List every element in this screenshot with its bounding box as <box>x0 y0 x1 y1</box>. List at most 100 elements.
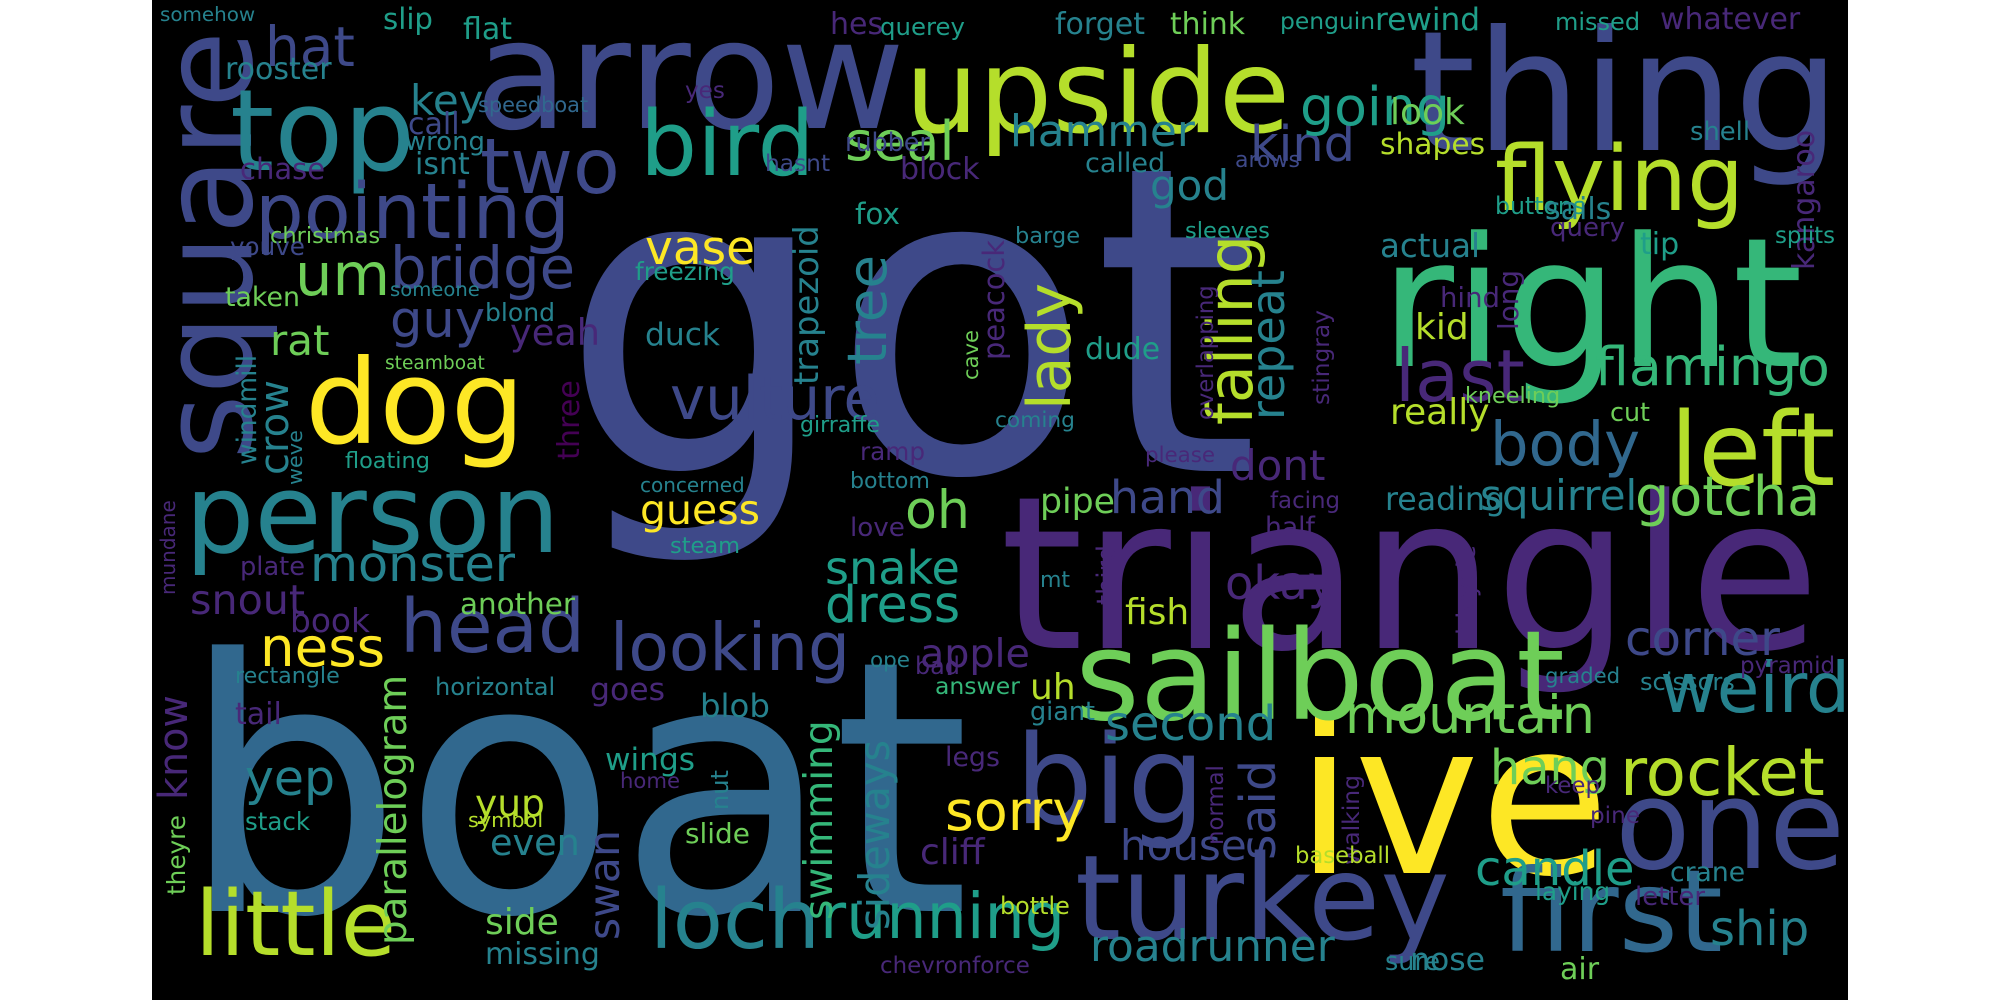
word-freezing: freezing <box>635 257 735 286</box>
word-keep: keep <box>1545 773 1600 799</box>
word-pine: pine <box>1590 803 1640 829</box>
word-query: query <box>1550 213 1626 243</box>
word-snout: snout <box>190 576 306 624</box>
word-even: even <box>490 821 580 864</box>
word-flying: flying <box>1495 127 1745 232</box>
word-half: half <box>1265 512 1315 543</box>
word-bad: bad <box>915 652 960 680</box>
word-um: um <box>295 240 391 309</box>
word-apple: apple <box>920 631 1030 677</box>
word-one: one <box>1615 754 1845 898</box>
word-roadrunner: roadrunner <box>1090 921 1335 972</box>
word-okay: okay <box>1225 556 1336 610</box>
word-called: called <box>1085 148 1166 179</box>
word-two: two <box>480 123 620 212</box>
word-person: person <box>185 450 560 578</box>
word-facing: facing <box>1270 488 1341 514</box>
word-cloud-canvas: got boat triangle thing arrow right ive upside s… <box>152 0 1848 1000</box>
word-normal: normal <box>1203 765 1229 845</box>
word-whatever: whatever <box>1660 2 1801 37</box>
word-running: running <box>820 879 1066 953</box>
word-home: home <box>620 768 681 793</box>
word-steamboat: steamboat <box>385 353 485 374</box>
word-vase: vase <box>645 221 756 276</box>
word-sure: sure <box>1385 947 1441 977</box>
word-swan: swan <box>581 830 630 940</box>
word-yup: yup <box>475 781 545 825</box>
word-mountain: mountain <box>1345 685 1595 746</box>
word-hang: hang <box>1490 741 1610 796</box>
word-parallelogram: parallelogram <box>371 674 416 945</box>
word-call: call <box>408 107 460 142</box>
word-peacock: peacock <box>977 240 1011 360</box>
word-yes: yes <box>685 78 725 104</box>
word-kind: kind <box>1250 115 1355 173</box>
word-body: body <box>1490 410 1641 480</box>
word-candle: candle <box>1475 841 1635 897</box>
word-key: key <box>410 76 484 125</box>
word-arows: arows <box>1235 148 1300 173</box>
word-horizontal: horizontal <box>435 673 556 701</box>
word-hand: hand <box>1110 471 1225 524</box>
word-another: another <box>460 587 575 621</box>
word-hat: hat <box>265 15 355 79</box>
word-ship: ship <box>1710 901 1810 957</box>
word-turkey: turkey <box>1075 830 1450 967</box>
word-wings: wings <box>605 742 695 778</box>
word-actual: actual <box>1380 227 1481 265</box>
word-windmill: windmill <box>232 354 263 465</box>
word-sorry: sorry <box>945 780 1086 844</box>
word-little: little <box>195 872 396 977</box>
word-tail: tail <box>235 697 282 732</box>
word-sleeves: sleeves <box>1185 218 1270 244</box>
word-rat: rat <box>270 316 330 365</box>
word-querey: querey <box>880 12 965 41</box>
word-baseball: baseball <box>1295 843 1390 869</box>
word-side: side <box>485 902 559 943</box>
word-stingray: stingray <box>1308 310 1335 405</box>
word-reading: reading <box>1385 482 1506 518</box>
word-giant: giant <box>1030 697 1096 727</box>
word-pipe: pipe <box>1040 482 1116 522</box>
word-flat: flat <box>463 12 513 47</box>
word-top: top <box>230 65 415 197</box>
word-blond: blond <box>485 298 556 327</box>
word-look: look <box>1390 92 1465 133</box>
word-scissors: scissors <box>1640 668 1735 696</box>
word-long: long <box>1492 270 1525 330</box>
word-three: three <box>552 380 587 460</box>
word-missed: missed <box>1555 8 1641 36</box>
word-think: think <box>1170 7 1245 42</box>
word-kneeling: kneeling <box>1465 383 1561 409</box>
word-book: book <box>290 602 370 640</box>
word-really: really <box>1390 392 1490 433</box>
word-plate: plate <box>240 552 306 582</box>
word-boat: boat <box>180 585 971 994</box>
word-mundane: mundane <box>156 500 180 595</box>
word-blob: blob <box>700 687 770 725</box>
word-corner: corner <box>1625 611 1780 667</box>
word-triangle: triangle <box>1000 452 1821 699</box>
word-monster: monster <box>310 535 516 593</box>
word-goes: goes <box>590 672 666 708</box>
word-penguin: penguin <box>1280 7 1376 35</box>
word-guess: guess <box>640 486 760 534</box>
word-nose: nose <box>1410 942 1486 978</box>
word-left: left <box>1670 391 1836 510</box>
word-weve: weve <box>283 430 307 485</box>
word-kid: kid <box>1415 307 1469 348</box>
word-yep: yep <box>245 750 336 807</box>
word-cave: cave <box>958 330 983 380</box>
word-theyre: theyre <box>162 815 191 895</box>
word-squirrel: squirrel <box>1480 471 1638 520</box>
word-girraffe: girraffe <box>800 413 880 438</box>
word-pointing: pointing <box>255 168 570 257</box>
word-hind: hind <box>1440 282 1500 314</box>
word-ness: ness <box>260 615 386 679</box>
word-sideways: sideways <box>851 739 899 930</box>
word-repeat: repeat <box>1241 270 1295 420</box>
word-fish: fish <box>1125 592 1190 633</box>
word-legs: legs <box>945 742 1000 773</box>
word-cut: cut <box>1610 397 1651 427</box>
word-loch: loch <box>650 873 821 968</box>
